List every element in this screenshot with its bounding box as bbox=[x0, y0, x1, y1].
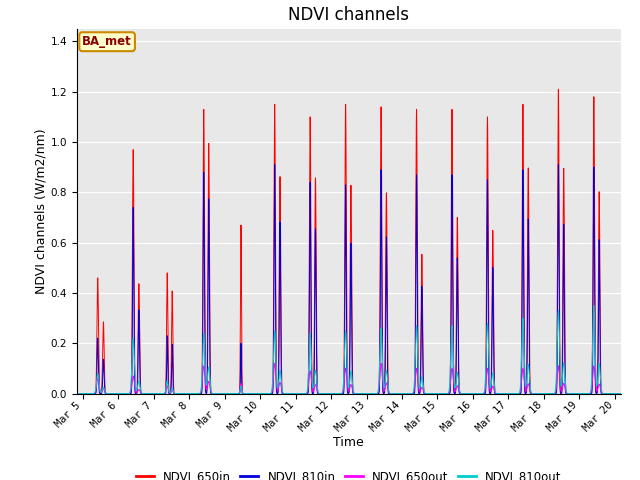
NDVI_650out bbox=[561, 384, 568, 389]
NDVI_810out bbox=[617, 391, 625, 396]
NDVI_650in bbox=[73, 391, 81, 396]
NDVI_650in bbox=[561, 291, 568, 297]
NDVI_810in bbox=[420, 391, 428, 396]
NDVI_810in bbox=[609, 391, 617, 396]
NDVI_810in bbox=[617, 391, 625, 396]
Text: BA_met: BA_met bbox=[82, 35, 132, 48]
NDVI_650out bbox=[420, 390, 428, 396]
NDVI_810in bbox=[317, 391, 325, 396]
Line: NDVI_650in: NDVI_650in bbox=[77, 89, 621, 394]
NDVI_810out bbox=[317, 391, 325, 396]
Title: NDVI channels: NDVI channels bbox=[288, 6, 410, 24]
NDVI_650in bbox=[616, 391, 623, 396]
NDVI_650in bbox=[554, 86, 562, 92]
NDVI_650out bbox=[271, 360, 278, 366]
Legend: NDVI_650in, NDVI_810in, NDVI_650out, NDVI_810out: NDVI_650in, NDVI_810in, NDVI_650out, NDV… bbox=[131, 465, 566, 480]
NDVI_650in bbox=[420, 388, 428, 394]
NDVI_810out bbox=[546, 391, 554, 396]
NDVI_810out bbox=[420, 387, 428, 393]
Line: NDVI_650out: NDVI_650out bbox=[77, 363, 621, 394]
NDVI_810out bbox=[609, 391, 617, 396]
NDVI_650out bbox=[616, 391, 623, 396]
NDVI_650out bbox=[73, 391, 81, 396]
NDVI_650out bbox=[617, 391, 625, 396]
NDVI_650in bbox=[617, 391, 625, 396]
NDVI_810in bbox=[616, 391, 623, 396]
NDVI_650out bbox=[317, 391, 325, 396]
NDVI_650in bbox=[546, 391, 554, 396]
NDVI_650in bbox=[609, 391, 617, 396]
NDVI_810in bbox=[271, 162, 278, 168]
NDVI_810in bbox=[546, 391, 554, 396]
NDVI_650out bbox=[546, 391, 554, 396]
NDVI_810out bbox=[561, 368, 568, 374]
X-axis label: Time: Time bbox=[333, 436, 364, 449]
Line: NDVI_810out: NDVI_810out bbox=[77, 306, 621, 394]
NDVI_810out bbox=[73, 391, 81, 396]
NDVI_810out bbox=[616, 391, 623, 396]
NDVI_810out bbox=[590, 303, 598, 309]
Y-axis label: NDVI channels (W/m2/nm): NDVI channels (W/m2/nm) bbox=[35, 128, 47, 294]
NDVI_650in bbox=[317, 391, 325, 396]
NDVI_810in bbox=[73, 391, 81, 396]
NDVI_810in bbox=[561, 343, 568, 349]
NDVI_650out bbox=[609, 391, 617, 396]
Line: NDVI_810in: NDVI_810in bbox=[77, 165, 621, 394]
